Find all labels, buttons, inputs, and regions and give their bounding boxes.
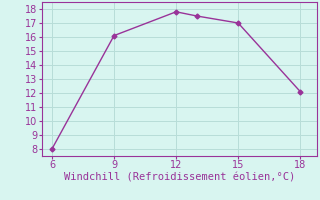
X-axis label: Windchill (Refroidissement éolien,°C): Windchill (Refroidissement éolien,°C) <box>64 173 295 183</box>
